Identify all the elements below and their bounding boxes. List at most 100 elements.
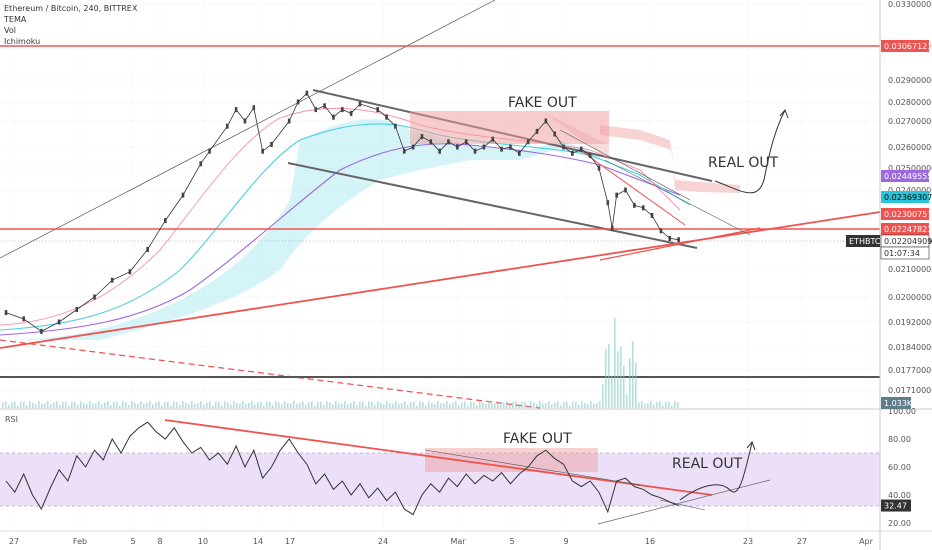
price-candle [57,319,61,325]
volume-bar [455,401,457,408]
real-out-arrowhead [779,109,789,119]
volume-bar [200,401,202,408]
volume-bar [302,401,304,408]
price-candle [420,134,424,140]
price-tick-label: 0.02000000 [888,293,932,302]
price-candle [482,144,486,150]
volume-bar [71,401,73,408]
volume-bar [50,404,52,408]
price-candle [509,144,512,150]
volume-bar [398,404,400,408]
volume-bar [491,403,493,408]
volume-bar [356,404,358,408]
price-candle [4,310,8,316]
price-candle [518,150,521,156]
volume-bar [143,403,145,408]
channel-lower-line [287,162,698,249]
volume-bar [209,401,211,408]
volume-bar [590,401,592,408]
volume-bar [56,401,58,408]
volume-bar [413,401,415,408]
volume-bar [554,402,556,408]
price-candle [208,148,211,154]
price-tick-label: 0.02100000 [888,265,932,274]
price-candle [305,90,309,96]
volume-bar [344,401,346,408]
volume-bar [419,401,421,408]
time-tick-label: 8 [157,537,162,546]
volume-bar [539,401,541,408]
volume-bar [179,404,181,408]
volume-bar [275,401,277,408]
price-candle [349,110,353,116]
volume-bar [458,405,460,408]
volume-bar [530,401,532,408]
time-tick-label: 16 [645,537,655,546]
volume-bar [611,375,613,408]
volume-bar [212,405,214,408]
price-tick-label: 0.01770000 [888,366,932,375]
volume-bar [29,401,31,408]
volume-bar [245,403,247,408]
volume-bar [410,402,412,408]
price-candle [526,139,530,145]
indicator-tema[interactable]: TEMA [4,15,27,24]
volume-bar [479,401,481,408]
volume-bar [476,405,478,408]
rsi-support-line [597,479,771,525]
volume-bar [47,401,49,408]
volume-bar [632,341,634,408]
red-uptrend-line [0,211,881,349]
volume-bar [434,404,436,408]
volume-bar [602,384,604,408]
fake-out-wedge [545,113,609,160]
volume-bar [278,402,280,408]
volume-bar [119,405,121,408]
indicator-ichimoku[interactable]: Ichimoku [4,37,41,46]
volume-bar [467,405,469,408]
time-axis[interactable]: 27 Feb 5 8 10 14 17 24 Mar 5 9 16 23 27 Apr [9,537,874,546]
volume-bar [470,401,472,408]
volume-bar [650,401,652,408]
volume-bar [626,394,628,408]
volume-bar [446,401,448,408]
volume-bar [65,401,67,408]
volume-bar [176,402,178,408]
volume-bar [218,401,220,408]
volume-bar [347,403,349,408]
volume-bar [182,401,184,408]
price-candle [553,131,556,137]
real-out-label: REAL OUT [708,155,779,171]
price-candle [438,148,441,154]
volume-bar [134,402,136,408]
volume-bar [485,404,487,408]
time-tick-label: 24 [378,537,388,546]
volume-bar [128,404,130,408]
time-tick-label: Feb [73,537,87,546]
rsi-axis[interactable]: 100.00 80.00 60.00 40.00 20.00 [888,407,916,528]
price-candle [75,307,79,312]
price-candle [535,128,539,134]
price-candle [394,123,397,129]
volume-bar [503,402,505,408]
volume-bar [401,402,403,408]
indicator-vol[interactable]: Vol [4,26,16,35]
volume-bar [488,401,490,408]
volume-bar [527,404,529,408]
volume-bar [224,401,226,408]
price-candle [314,107,318,113]
volume-bar [197,403,199,408]
volume-bar [392,403,394,408]
volume-bar [569,405,571,408]
price-candle [473,148,477,154]
volume-bar [137,403,139,408]
volume-bar [227,402,229,408]
price-tag-box [881,40,929,52]
volume-bar [68,405,70,408]
price-candle [341,107,344,113]
price-tags: 0.03067121 0.02449555 0.02369307 0.02300757… [846,40,932,512]
volume-bar [542,403,544,408]
symbol-line[interactable]: Ethereum / Bitcoin, 240, BITTREX [4,4,138,13]
volume-bar [53,402,55,408]
